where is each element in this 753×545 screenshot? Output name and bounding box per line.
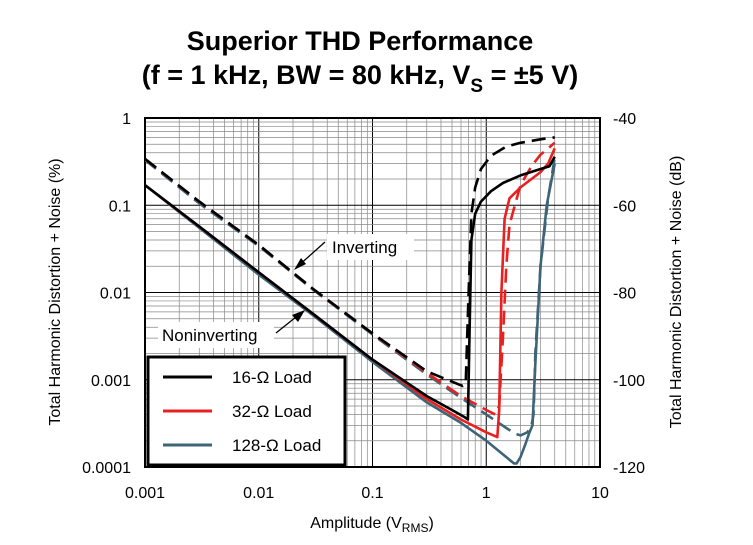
x-axis-label: Amplitude (VRMS): [310, 515, 434, 535]
annotation-inverting-text: Inverting: [332, 238, 397, 257]
y-left-tick-labels: 0.0001 0.001 0.01 0.1 1: [82, 111, 131, 477]
y-right-tick-label: -40: [613, 111, 636, 128]
y-right-tick-label: -100: [613, 373, 645, 390]
annotation-inverting: Inverting: [294, 234, 414, 270]
y-right-tick-label: -80: [613, 286, 636, 303]
y-right-tick-label: -60: [613, 198, 636, 215]
x-tick-label: 0.01: [243, 485, 274, 502]
chart-subtitle: (f = 1 kHz, BW = 80 kHz, VS = ±5 V): [142, 60, 578, 97]
y-left-tick-label: 1: [122, 111, 131, 128]
series-line-16ohm-noninverting: [145, 156, 556, 421]
legend-label-16ohm: 16-Ω Load: [232, 368, 312, 387]
x-tick-label: 0.001: [125, 485, 165, 502]
x-tick-label: 0.1: [361, 485, 383, 502]
y-right-tick-label: -120: [613, 460, 645, 477]
legend-label-128ohm: 128-Ω Load: [232, 436, 321, 455]
y-axis-right-label: Total Harmonic Distortion + Noise (dB): [668, 156, 685, 429]
legend-label-32ohm: 32-Ω Load: [232, 402, 312, 421]
annotation-noninverting: Noninverting: [158, 310, 305, 348]
x-tick-labels: 0.001 0.01 0.1 1 10: [125, 485, 609, 502]
annotation-noninverting-text: Noninverting: [162, 326, 257, 345]
x-tick-label: 10: [591, 485, 609, 502]
x-tick-label: 1: [482, 485, 491, 502]
series-line-16ohm-inverting: [145, 136, 555, 388]
plot-frame: [144, 117, 601, 468]
y-left-tick-label: 0.01: [100, 286, 131, 303]
chart-title: Superior THD Performance: [187, 26, 534, 56]
legend: 16-Ω Load 32-Ω Load 128-Ω Load: [146, 355, 347, 467]
y-left-tick-label: 0.001: [91, 373, 131, 390]
y-axis-left-label: Total Harmonic Distortion + Noise (%): [47, 158, 64, 425]
series-layer: [145, 136, 556, 465]
y-left-tick-label: 0.0001: [82, 460, 131, 477]
y-left-tick-label: 0.1: [109, 198, 131, 215]
y-right-tick-labels: -120 -100 -80 -60 -40: [613, 111, 645, 477]
